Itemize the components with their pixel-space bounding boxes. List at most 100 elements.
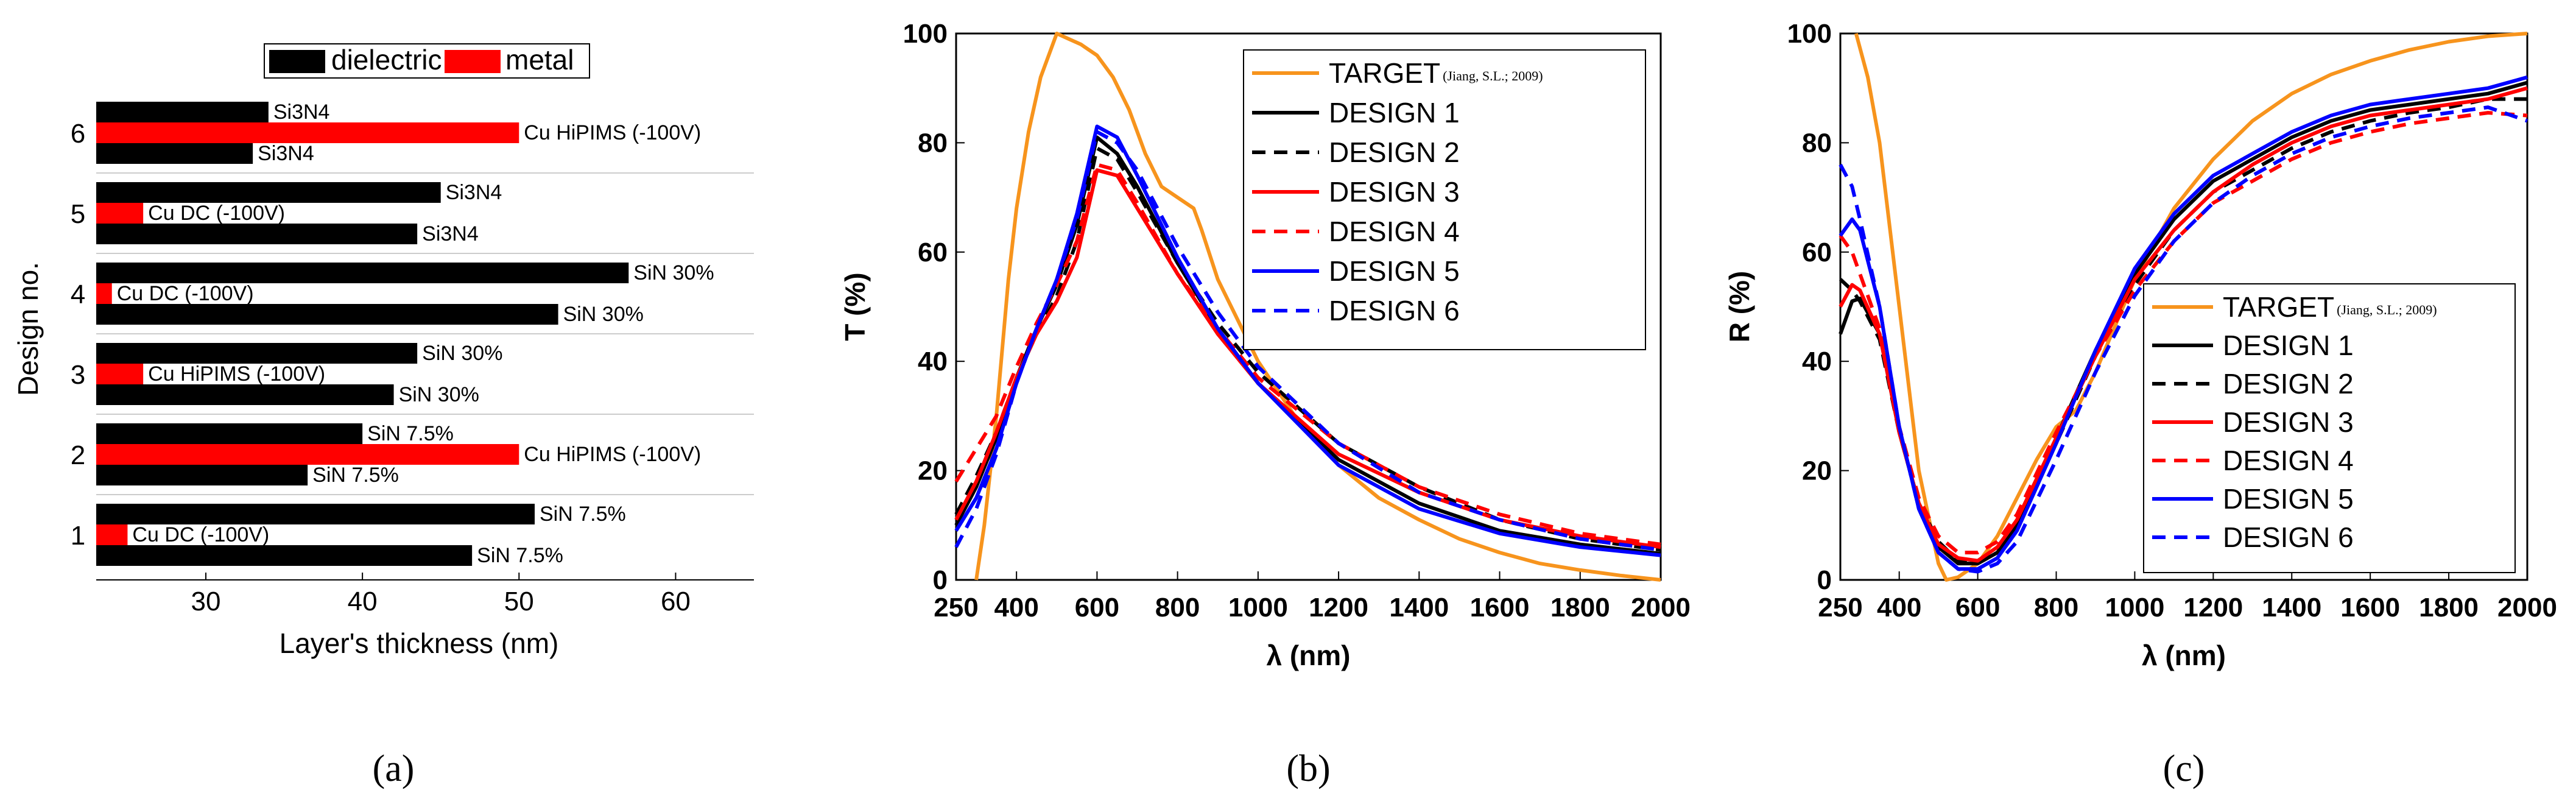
- bar-label: Cu DC (-100V): [117, 282, 254, 305]
- x-tick-label: 30: [191, 587, 221, 616]
- bar-label: Cu DC (-100V): [148, 202, 285, 225]
- x-tick-label: 600: [1075, 593, 1119, 623]
- bar-label: SiN 7.5%: [477, 544, 563, 567]
- bar-design-3-layer-1: [96, 343, 418, 364]
- bar-design-2-layer-2: [96, 444, 519, 465]
- legend-label: DESIGN 5: [2223, 483, 2354, 515]
- bar-design-2-layer-3: [96, 465, 308, 485]
- x-tick-label: 50: [504, 587, 534, 616]
- y-tick-label: 6: [71, 119, 85, 149]
- y-tick-label: 1: [71, 521, 85, 551]
- bar-label: Cu HiPIMS (-100V): [148, 362, 325, 386]
- x-tick-label: 1600: [1470, 593, 1530, 623]
- x-tick-label: 1200: [1309, 593, 1368, 623]
- plot-frame: [955, 32, 1662, 581]
- bar-label: Si3N4: [273, 101, 330, 124]
- y-axis-label: T (%): [839, 272, 871, 341]
- bar-design-4-layer-2: [96, 283, 112, 304]
- legend-reference: (Jiang, S.L.; 2009): [1443, 68, 1543, 83]
- legend-label: DESIGN 1: [1329, 97, 1460, 129]
- bar-label: Cu HiPIMS (-100V): [524, 443, 701, 466]
- x-tick-label: 2000: [2497, 593, 2557, 623]
- x-axis-label: λ (nm): [1267, 640, 1351, 671]
- bar-label: SiN 30%: [633, 261, 714, 284]
- legend-label: DESIGN 4: [2223, 445, 2354, 476]
- bar-design-2-layer-1: [96, 423, 363, 444]
- x-tick-label: 1800: [1550, 593, 1610, 623]
- legend-label: dielectric: [331, 44, 442, 76]
- y-tick-label: 0: [1817, 565, 1832, 595]
- bar-label: Si3N4: [446, 181, 502, 204]
- series-line-target: [974, 32, 1661, 582]
- panel-c: 250 400 600 800 1000 1200 1400 1600 1800 2000 0 20 4…: [1723, 19, 2557, 789]
- series-line-design-4: [954, 163, 1661, 546]
- bar-design-6-layer-1: [96, 102, 269, 122]
- x-tick-label: 1800: [2419, 593, 2479, 623]
- series-line-design-6: [1839, 105, 2528, 574]
- x-tick-label: 800: [1155, 593, 1200, 623]
- legend-label: DESIGN 2: [2223, 368, 2354, 400]
- bar-label: SiN 7.5%: [367, 422, 454, 445]
- y-tick-label: 0: [933, 565, 948, 595]
- bar-design-3-layer-3: [96, 384, 394, 405]
- bar-design-5-layer-2: [96, 203, 144, 224]
- bar-label: SiN 30%: [563, 303, 644, 326]
- legend-swatch-dielectric: [269, 50, 325, 73]
- x-tick-label: 2000: [1631, 593, 1691, 623]
- panel-label: (b): [1286, 748, 1330, 789]
- bar-label: Cu DC (-100V): [132, 523, 269, 546]
- panel-label: (a): [373, 748, 415, 789]
- bar-design-6-layer-3: [96, 143, 253, 164]
- y-tick-label: 60: [918, 238, 948, 267]
- x-tick-label: 1000: [2105, 593, 2164, 623]
- x-tick-label: 800: [2034, 593, 2078, 623]
- y-tick-label: 100: [903, 19, 948, 49]
- legend-box: [2143, 283, 2516, 573]
- x-tick-label: 400: [1877, 593, 1921, 623]
- y-tick-label: 5: [71, 199, 85, 229]
- x-tick-label: 250: [1818, 593, 1862, 623]
- legend-swatch-metal: [445, 50, 501, 73]
- series-line-design-6: [954, 130, 1661, 552]
- legend-label: DESIGN 3: [2223, 406, 2354, 438]
- y-tick-label: 20: [918, 456, 948, 486]
- panel-b: 250 400 600 800 1000 1200 1400 1600 1800 2000 0 20 4…: [839, 19, 1691, 789]
- legend-label: TARGET: [1329, 57, 1440, 89]
- bar-design-3-layer-2: [96, 364, 144, 384]
- y-tick-label: 80: [1802, 128, 1832, 158]
- bar-label: SiN 30%: [422, 342, 502, 365]
- bar-label: Si3N4: [422, 222, 479, 245]
- x-axis-label: λ (nm): [2142, 640, 2226, 671]
- legend-box: [264, 43, 590, 79]
- bar-label: Cu HiPIMS (-100V): [524, 121, 701, 144]
- bar-design-5-layer-1: [96, 182, 441, 203]
- x-tick-label: 400: [994, 593, 1038, 623]
- x-tick-label: 250: [934, 593, 978, 623]
- y-tick-label: 3: [71, 360, 85, 390]
- bar-label: SiN 30%: [399, 383, 479, 406]
- bar-design-1-layer-3: [96, 545, 473, 566]
- panel-label: (c): [2163, 748, 2205, 789]
- legend-label: DESIGN 3: [1329, 176, 1460, 208]
- y-tick-label: 100: [1787, 19, 1832, 49]
- y-tick-label: 40: [1802, 347, 1832, 376]
- legend-label: DESIGN 1: [2223, 330, 2354, 361]
- x-tick-label: 60: [661, 587, 691, 616]
- legend-label: TARGET: [2223, 291, 2334, 323]
- legend-label: metal: [505, 44, 574, 76]
- bar-label: Si3N4: [258, 142, 314, 165]
- y-tick-label: 40: [918, 347, 948, 376]
- bar-design-1-layer-2: [96, 524, 128, 545]
- y-tick-label: 80: [918, 128, 948, 158]
- x-tick-label: 1000: [1228, 593, 1288, 623]
- bar-label: SiN 7.5%: [312, 464, 399, 487]
- x-tick-label: 600: [1955, 593, 2000, 623]
- y-axis-label: R (%): [1723, 271, 1755, 343]
- y-tick-label: 2: [71, 440, 85, 470]
- x-tick-label: 40: [348, 587, 378, 616]
- legend-label: DESIGN 4: [1329, 216, 1460, 247]
- y-tick-label: 60: [1802, 238, 1832, 267]
- bar-design-4-layer-3: [96, 304, 558, 325]
- legend-label: DESIGN 2: [1329, 136, 1460, 168]
